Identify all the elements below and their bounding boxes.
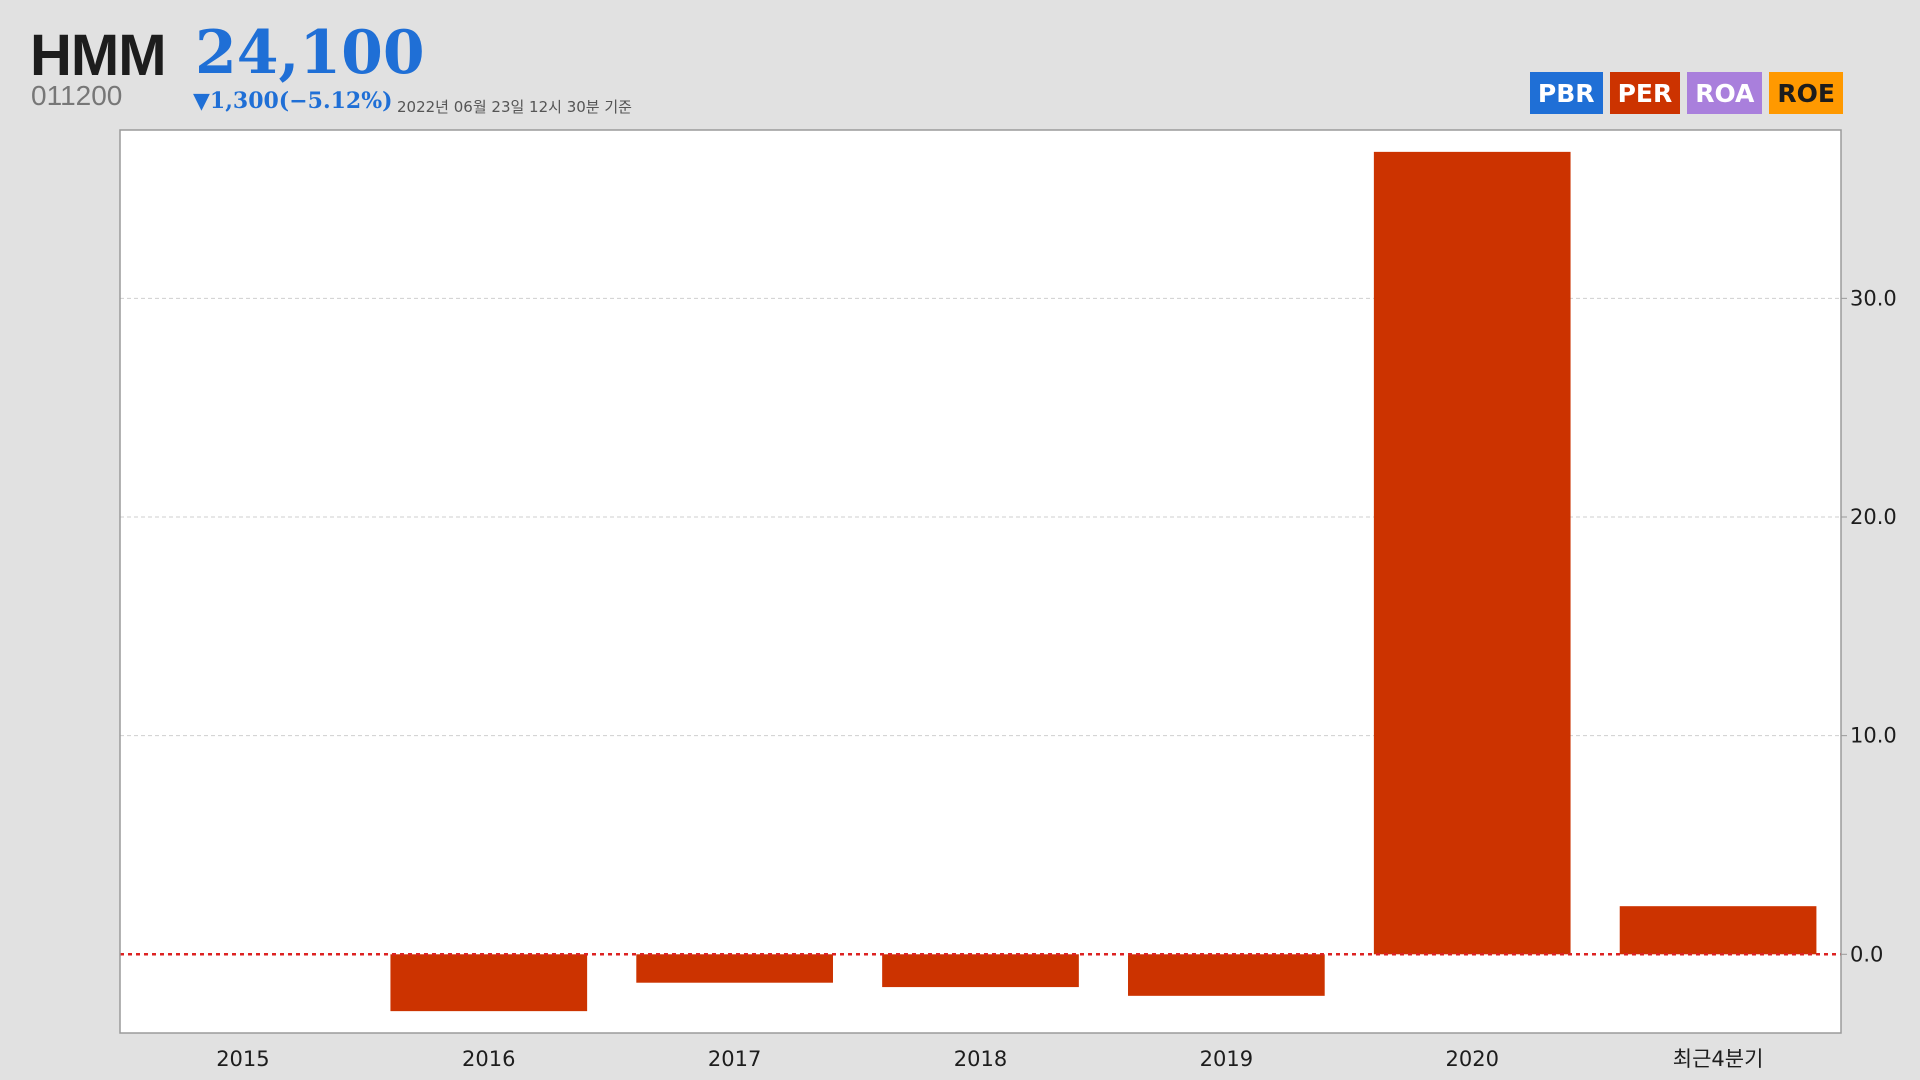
stock-code: 011200 [31,80,123,111]
price-change: ▼1,300(−5.12%) [193,88,393,114]
bar-2020 [1373,151,1571,955]
bar-2019 [1128,954,1325,996]
y-tick-label: 20.0 [1850,505,1897,529]
legend-per-button[interactable]: PER [1609,72,1681,114]
x-tick-label: 2017 [708,1047,761,1071]
legend-pbr-button[interactable]: PBR [1529,72,1603,114]
legend-roe-button[interactable]: ROE [1769,72,1843,114]
metric-legend: PBR PER ROA ROE [1529,72,1843,114]
bar-최근4분기 [1619,906,1817,955]
bar-2017 [636,954,833,983]
bar-2018 [882,954,1079,988]
y-tick-label: 0.0 [1850,942,1883,966]
y-tick-label: 30.0 [1850,286,1897,310]
x-tick-label: 2015 [216,1047,269,1071]
current-price: 24,100 [195,18,425,88]
y-tick-label: 10.0 [1850,724,1897,748]
stock-name: HMM [30,23,167,88]
plot-border [119,129,1842,1034]
bar-2016 [390,954,588,1012]
x-tick-label: 2016 [462,1047,515,1071]
x-tick-label: 최근4분기 [1673,1047,1764,1071]
plot-area [120,130,1841,1033]
x-tick-label: 2018 [954,1047,1007,1071]
x-tick-label: 2020 [1445,1047,1498,1071]
legend-roa-button[interactable]: ROA [1687,72,1763,114]
as-of-timestamp: 2022년 06월 23일 12시 30분 기준 [397,98,632,116]
x-tick-label: 2019 [1200,1047,1253,1071]
